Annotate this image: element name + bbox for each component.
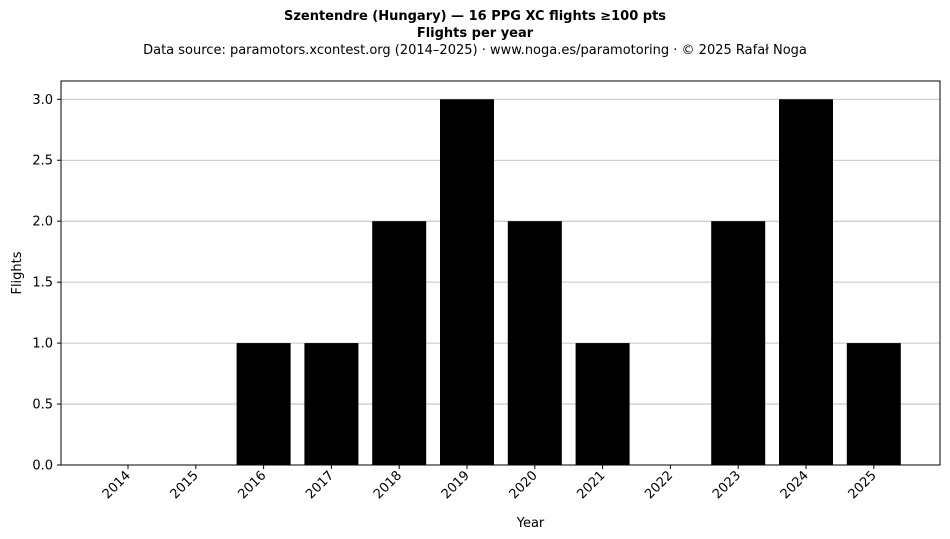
y-tick-label: 0.0 — [32, 459, 53, 474]
y-tick-label: 0.5 — [32, 398, 53, 413]
x-tick-label: 2019 — [439, 468, 473, 502]
x-tick-label: 2025 — [846, 468, 880, 502]
bar-2023 — [711, 221, 766, 465]
bar-2016 — [236, 343, 291, 465]
x-tick-label: 2018 — [371, 468, 405, 502]
x-tick-label: 2024 — [778, 468, 812, 502]
x-tick-label: 2016 — [235, 468, 269, 502]
y-tick-label: 2.5 — [32, 154, 53, 169]
bar-2024 — [779, 99, 833, 466]
chart-source-note: Data source: paramotors.xcontest.org (20… — [143, 43, 807, 58]
y-tick-label: 1.5 — [32, 276, 53, 291]
y-tick-label: 2.0 — [32, 215, 53, 230]
chart-title-block: Szentendre (Hungary) — 16 PPG XC flights… — [0, 8, 950, 59]
x-tick-label: 2014 — [100, 468, 134, 502]
y-tick-label: 1.0 — [32, 337, 53, 352]
chart-title: Szentendre (Hungary) — 16 PPG XC flights… — [283, 9, 667, 24]
bar-2025 — [846, 343, 901, 465]
bar-2020 — [507, 221, 562, 465]
x-tick-label: 2023 — [710, 468, 744, 502]
y-tick-label: 3.0 — [32, 93, 53, 108]
bar-2021 — [575, 343, 630, 465]
x-axis: 2014 2015 2016 2017 2018 2019 2020 2021 2022 2023… — [100, 465, 880, 502]
x-tick-label: 2015 — [168, 468, 202, 502]
bar-2018 — [372, 221, 427, 465]
bars-layer — [236, 99, 901, 466]
x-tick-label: 2021 — [574, 468, 608, 502]
chart-subtitle: Flights per year — [416, 26, 534, 41]
x-axis-label: Year — [516, 516, 545, 531]
y-axis-label: Flights — [10, 251, 25, 294]
bar-2019 — [440, 99, 494, 466]
x-tick-label: 2022 — [642, 468, 676, 502]
x-tick-label: 2020 — [507, 468, 541, 502]
bar-2017 — [304, 343, 359, 465]
plot-frame — [60, 80, 941, 466]
y-axis: 0.0 0.5 1.0 1.5 2.0 2.5 3.0 — [32, 93, 61, 474]
x-tick-label: 2017 — [303, 468, 337, 502]
